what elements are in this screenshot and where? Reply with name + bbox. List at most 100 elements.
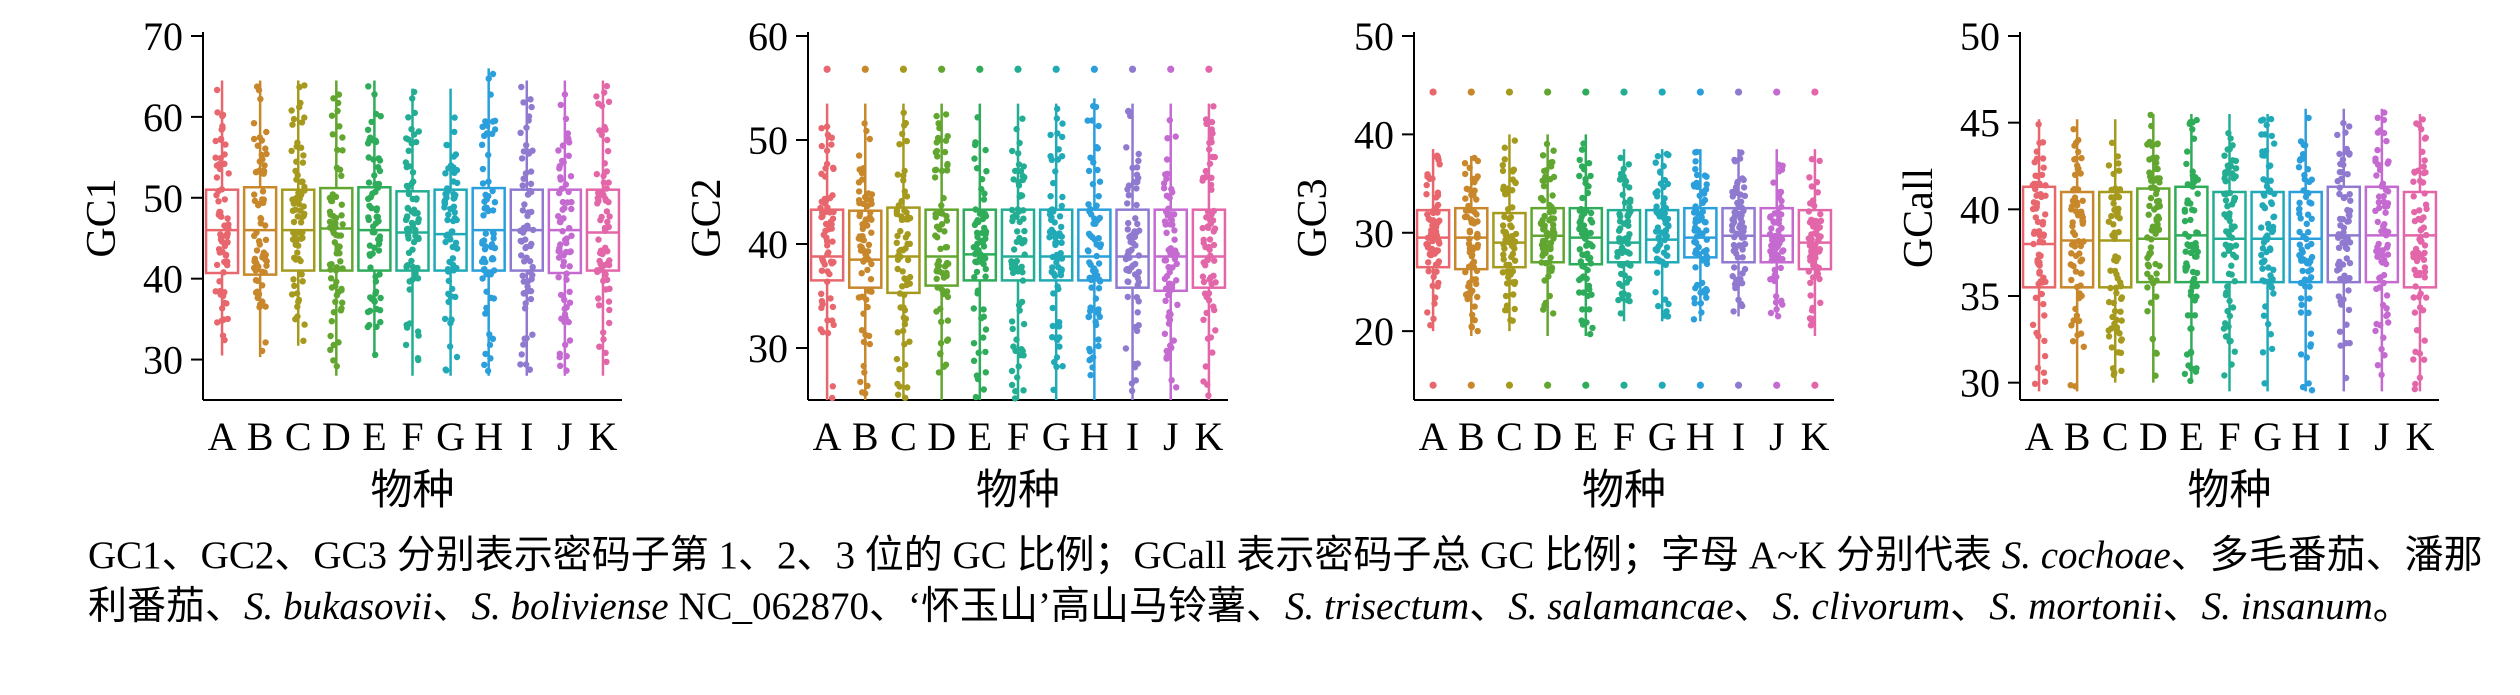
data-point: [2118, 295, 2125, 303]
data-point: [2193, 116, 2200, 124]
data-point: [1621, 199, 1629, 206]
data-point: [1095, 235, 1102, 242]
y-axis-label: GC1: [79, 178, 125, 257]
data-point: [2270, 213, 2277, 221]
data-point: [864, 303, 871, 311]
data-point: [480, 255, 487, 262]
data-point: [1500, 256, 1507, 263]
data-point: [896, 141, 903, 148]
data-point: [2155, 197, 2163, 205]
data-point: [562, 115, 570, 123]
data-point: [1173, 260, 1181, 267]
x-tick-label: C: [2102, 414, 2129, 459]
data-point: [1576, 156, 1583, 164]
data-point: [2229, 157, 2236, 164]
data-point: [2033, 192, 2040, 199]
data-point: [479, 180, 487, 187]
data-point: [1133, 294, 1141, 301]
data-point: [1507, 214, 1515, 221]
data-point: [367, 264, 374, 271]
data-point: [2374, 218, 2381, 226]
data-point: [2077, 242, 2085, 250]
data-point: [893, 355, 901, 363]
data-point: [566, 263, 573, 270]
data-point: [1210, 103, 1217, 110]
data-point: [373, 207, 380, 214]
x-tick-label: D: [927, 414, 956, 459]
data-point: [1807, 292, 1814, 299]
data-point: [596, 257, 603, 265]
data-point: [2346, 212, 2353, 219]
data-point: [2419, 116, 2426, 123]
data-point: [212, 154, 219, 161]
data-point: [1696, 192, 1703, 199]
data-point: [2069, 338, 2077, 345]
data-point: [2296, 228, 2303, 236]
data-point: [2378, 346, 2385, 353]
data-point: [1173, 384, 1180, 391]
outlier-point: [1544, 381, 1552, 389]
data-point: [454, 179, 461, 187]
data-point: [225, 170, 232, 177]
data-point: [596, 127, 603, 134]
data-point: [299, 278, 306, 285]
outlier-point: [1505, 88, 1514, 96]
data-point: [2304, 243, 2311, 250]
data-point: [2108, 325, 2115, 332]
data-point: [1095, 336, 1102, 343]
data-point: [1740, 176, 1747, 184]
data-point: [219, 122, 226, 130]
data-point: [263, 258, 270, 265]
data-point: [1009, 147, 1016, 155]
data-point: [1503, 268, 1511, 275]
data-point: [818, 267, 826, 274]
data-point: [2042, 278, 2049, 285]
data-point: [1046, 228, 1054, 235]
box-E: [962, 65, 998, 401]
data-point: [603, 82, 611, 90]
data-point: [2036, 262, 2043, 269]
data-point: [2375, 193, 2383, 200]
data-point: [897, 227, 904, 235]
data-point: [864, 248, 872, 255]
x-tick-label: D: [2139, 414, 2168, 459]
data-point: [2033, 200, 2041, 207]
data-point: [1208, 216, 1215, 223]
data-point: [1199, 273, 1207, 280]
data-point: [944, 317, 952, 324]
data-point: [933, 275, 940, 282]
species-name: S. bukasovii: [244, 585, 433, 628]
data-point: [1211, 257, 1218, 264]
data-point: [2334, 131, 2341, 139]
data-point: [902, 234, 909, 241]
data-point: [2146, 156, 2153, 163]
data-point: [1013, 213, 1020, 220]
data-point: [2105, 298, 2113, 306]
x-axis-label: 物种: [2187, 468, 2271, 514]
data-point: [2034, 364, 2042, 372]
data-point: [900, 327, 907, 335]
data-point: [255, 291, 263, 298]
data-point: [2072, 383, 2079, 390]
data-point: [1204, 292, 1211, 299]
box-I: [509, 80, 545, 376]
data-point: [293, 194, 300, 202]
data-point: [973, 268, 981, 276]
data-point: [479, 165, 487, 173]
data-point: [2374, 161, 2382, 168]
data-point: [292, 234, 299, 241]
data-point: [2417, 290, 2424, 297]
data-point: [818, 125, 825, 132]
data-point: [1134, 309, 1141, 316]
species-name: S. trisectum: [1285, 585, 1470, 628]
data-point: [520, 290, 528, 297]
data-point: [482, 230, 489, 237]
data-point: [1168, 377, 1175, 384]
data-point: [442, 366, 449, 373]
data-point: [936, 124, 943, 132]
data-point: [1008, 265, 1016, 272]
data-point: [2114, 275, 2121, 282]
data-point: [525, 113, 533, 120]
box-iqr: [2136, 187, 2171, 284]
